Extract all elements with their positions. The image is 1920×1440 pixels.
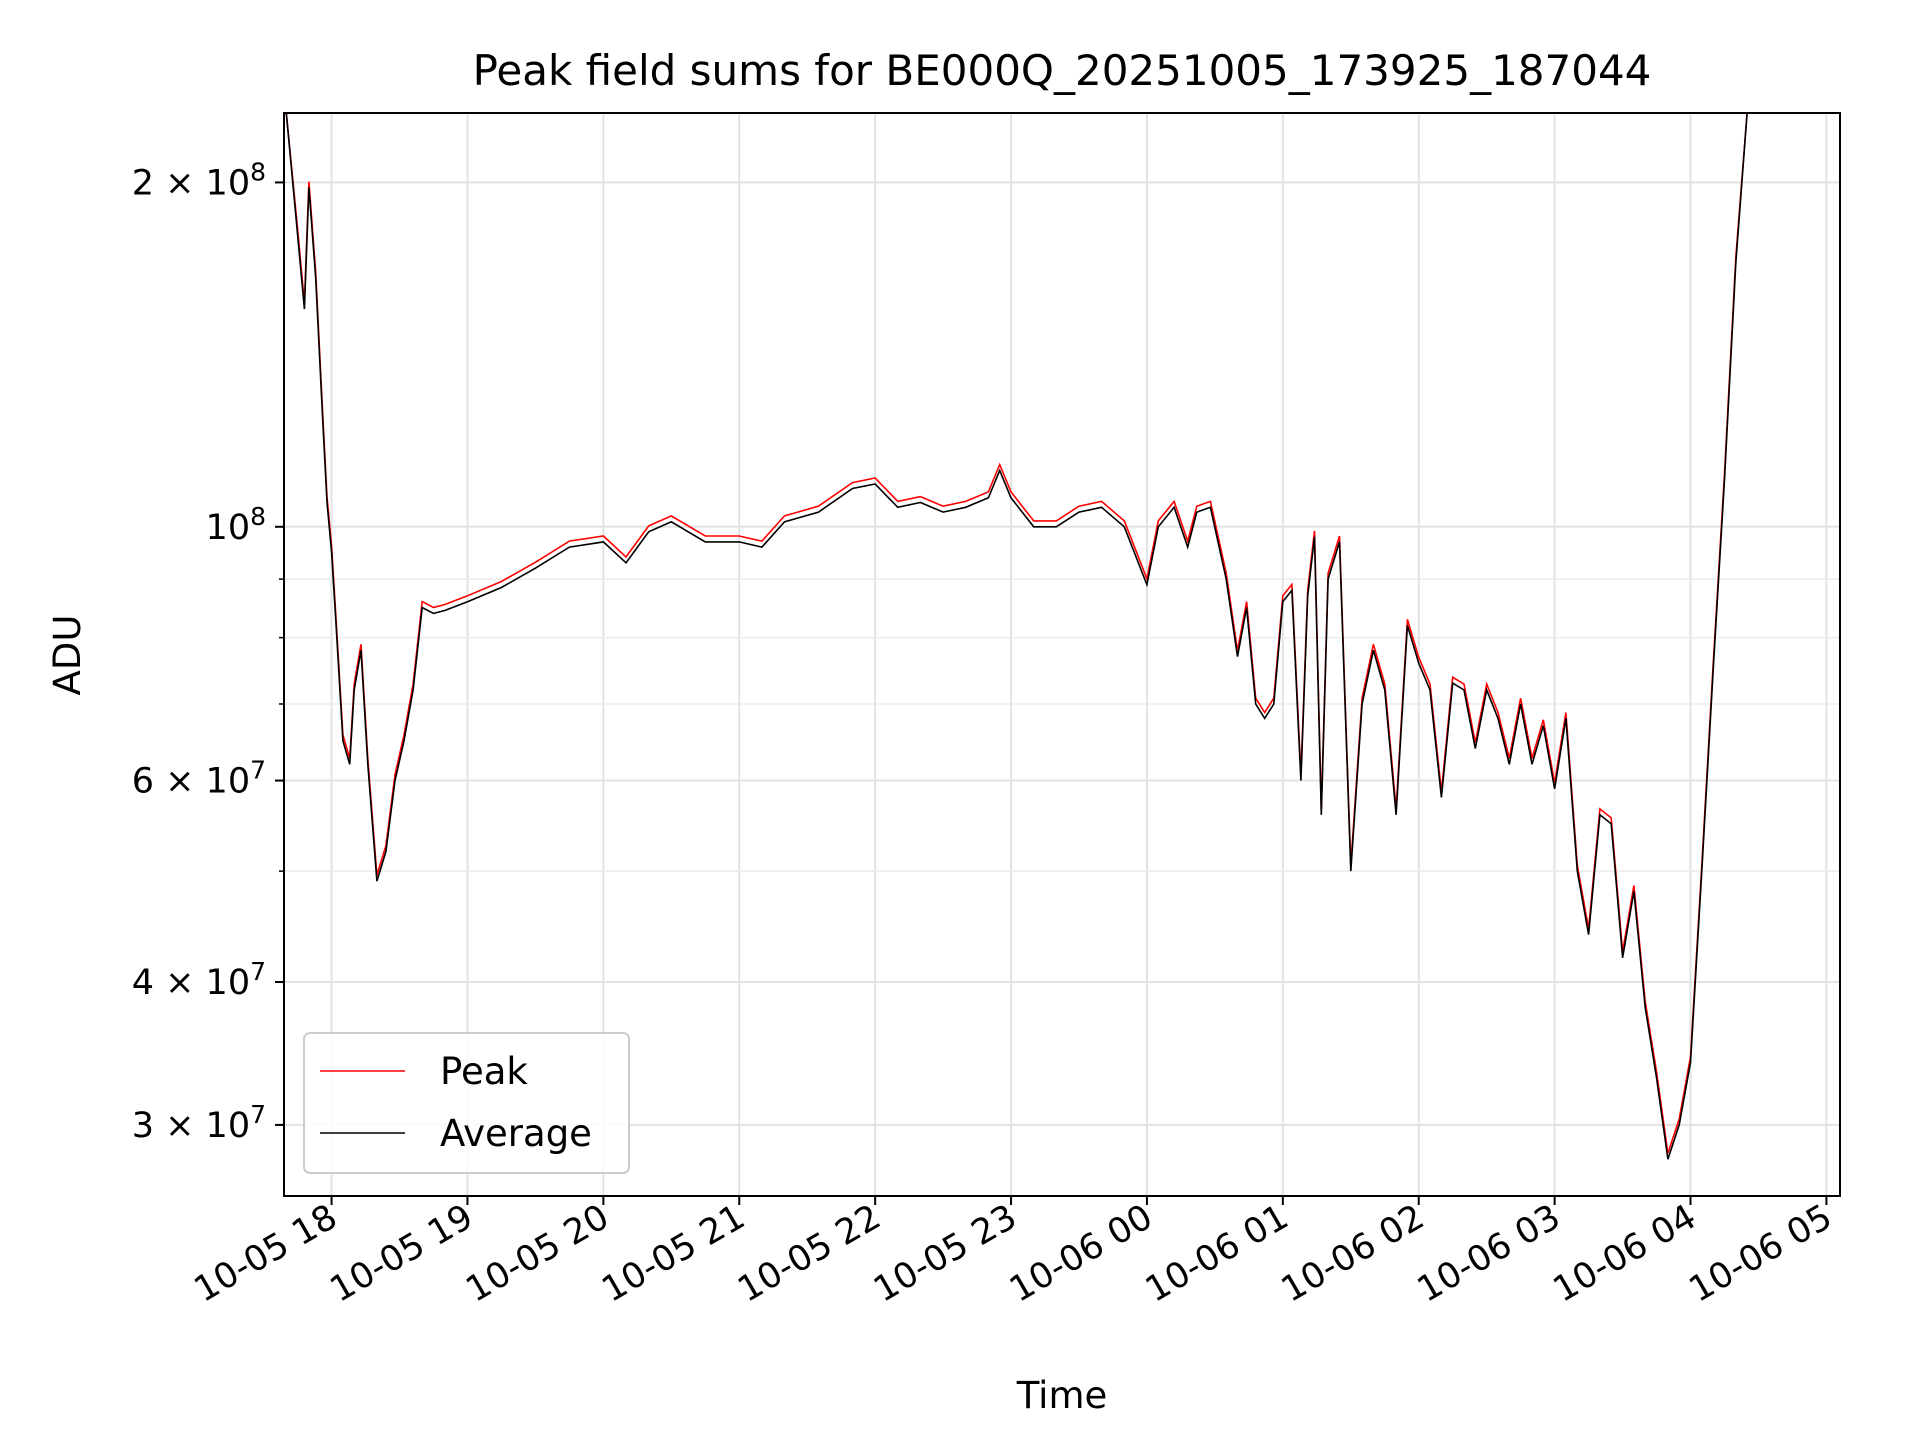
grid-lines <box>284 113 1840 1196</box>
y-tick-label: 2 × 108 <box>132 157 266 204</box>
y-axis-ticks: 2 × 108 108 6 × 107 4 × 107 3 × 107 <box>132 157 284 1146</box>
y-tick-label: 4 × 107 <box>132 956 266 1003</box>
legend-average-label: Average <box>440 1112 592 1155</box>
legend-peak-label: Peak <box>440 1050 528 1093</box>
legend: Peak Average <box>303 1032 630 1174</box>
series-average-line <box>285 113 1834 1160</box>
plot-area-frame <box>283 112 1841 1197</box>
y-tick-label: 3 × 107 <box>132 1099 266 1146</box>
series-lines <box>285 113 1834 1160</box>
legend-box <box>303 1032 630 1174</box>
x-axis-label: Time <box>1016 1374 1108 1417</box>
y-axis-label: ADU <box>46 615 89 696</box>
y-tick-label: 108 <box>206 501 266 548</box>
chart-title: Peak field sums for BE000Q_20251005_1739… <box>473 46 1652 95</box>
y-tick-label: 6 × 107 <box>132 755 266 802</box>
